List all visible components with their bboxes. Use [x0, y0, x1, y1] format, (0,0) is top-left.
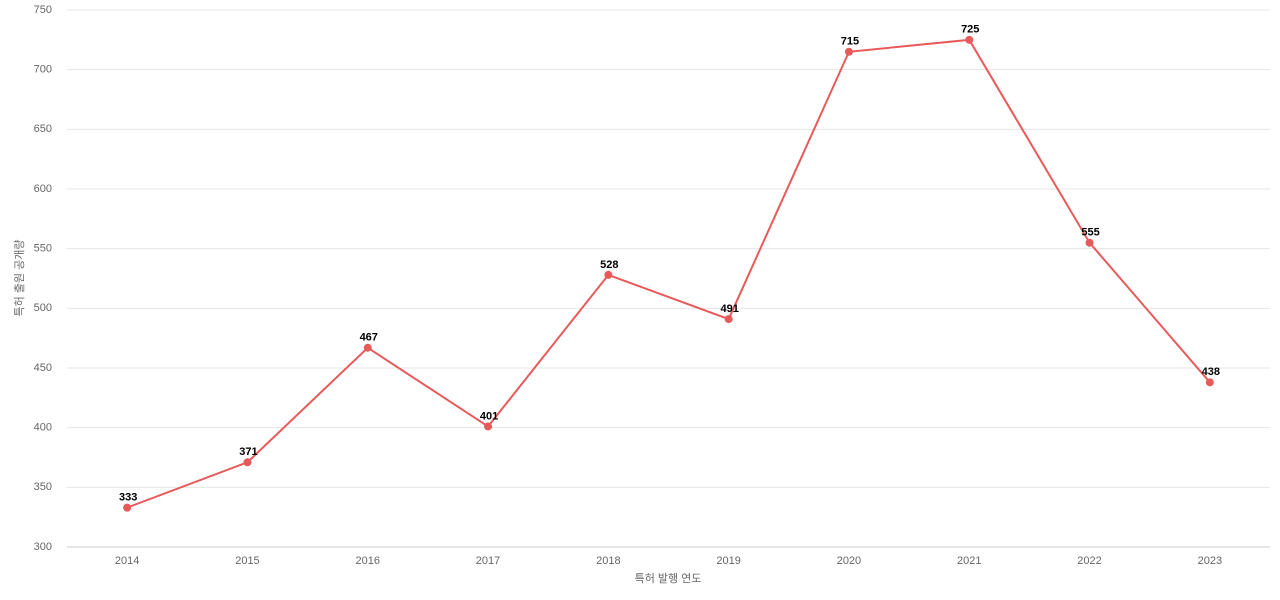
value-label: 491: [720, 303, 738, 315]
y-tick-label: 450: [34, 362, 52, 374]
value-label: 401: [480, 410, 498, 422]
value-label: 528: [600, 259, 618, 271]
y-tick-label: 600: [34, 183, 52, 195]
x-tick-label: 2015: [235, 555, 259, 567]
y-tick-label: 750: [34, 4, 52, 16]
point: [724, 315, 733, 324]
y-axis-label: 특허 출원 공개량: [13, 240, 26, 317]
value-label: 333: [119, 492, 137, 504]
y-tick-label: 300: [34, 541, 52, 553]
x-tick-label: 2022: [1077, 555, 1101, 567]
point: [243, 458, 252, 467]
x-tick-label: 2016: [356, 555, 380, 567]
value-label: 555: [1081, 227, 1099, 239]
x-tick-label: 2021: [957, 555, 981, 567]
x-tick-label: 2018: [596, 555, 620, 567]
point: [363, 343, 372, 352]
value-label: 467: [360, 332, 378, 344]
value-label: 715: [841, 36, 859, 48]
point: [1205, 378, 1214, 387]
x-tick-label: 2023: [1198, 555, 1222, 567]
line: [126, 38, 1211, 509]
x-tick-label: 2017: [476, 555, 500, 567]
point: [1085, 238, 1094, 247]
point: [484, 422, 493, 431]
y-tick-label: 500: [34, 302, 52, 314]
y-tick-label: 550: [34, 243, 52, 255]
point: [123, 503, 132, 512]
x-tick-label: 2014: [115, 555, 139, 567]
y-tick-label: 650: [34, 123, 52, 135]
x-tick-label: 2020: [837, 555, 861, 567]
value-label: 438: [1202, 366, 1220, 378]
y-tick-label: 400: [34, 422, 52, 434]
value-label: 725: [961, 24, 979, 36]
point: [604, 270, 613, 279]
x-tick-label: 2019: [716, 555, 740, 567]
point: [844, 47, 853, 56]
x-axis-label: 특허 발행 연도: [635, 572, 702, 585]
y-tick-label: 700: [34, 64, 52, 76]
y-tick-label: 350: [34, 481, 52, 493]
value-label: 371: [239, 446, 257, 458]
point: [965, 35, 974, 44]
